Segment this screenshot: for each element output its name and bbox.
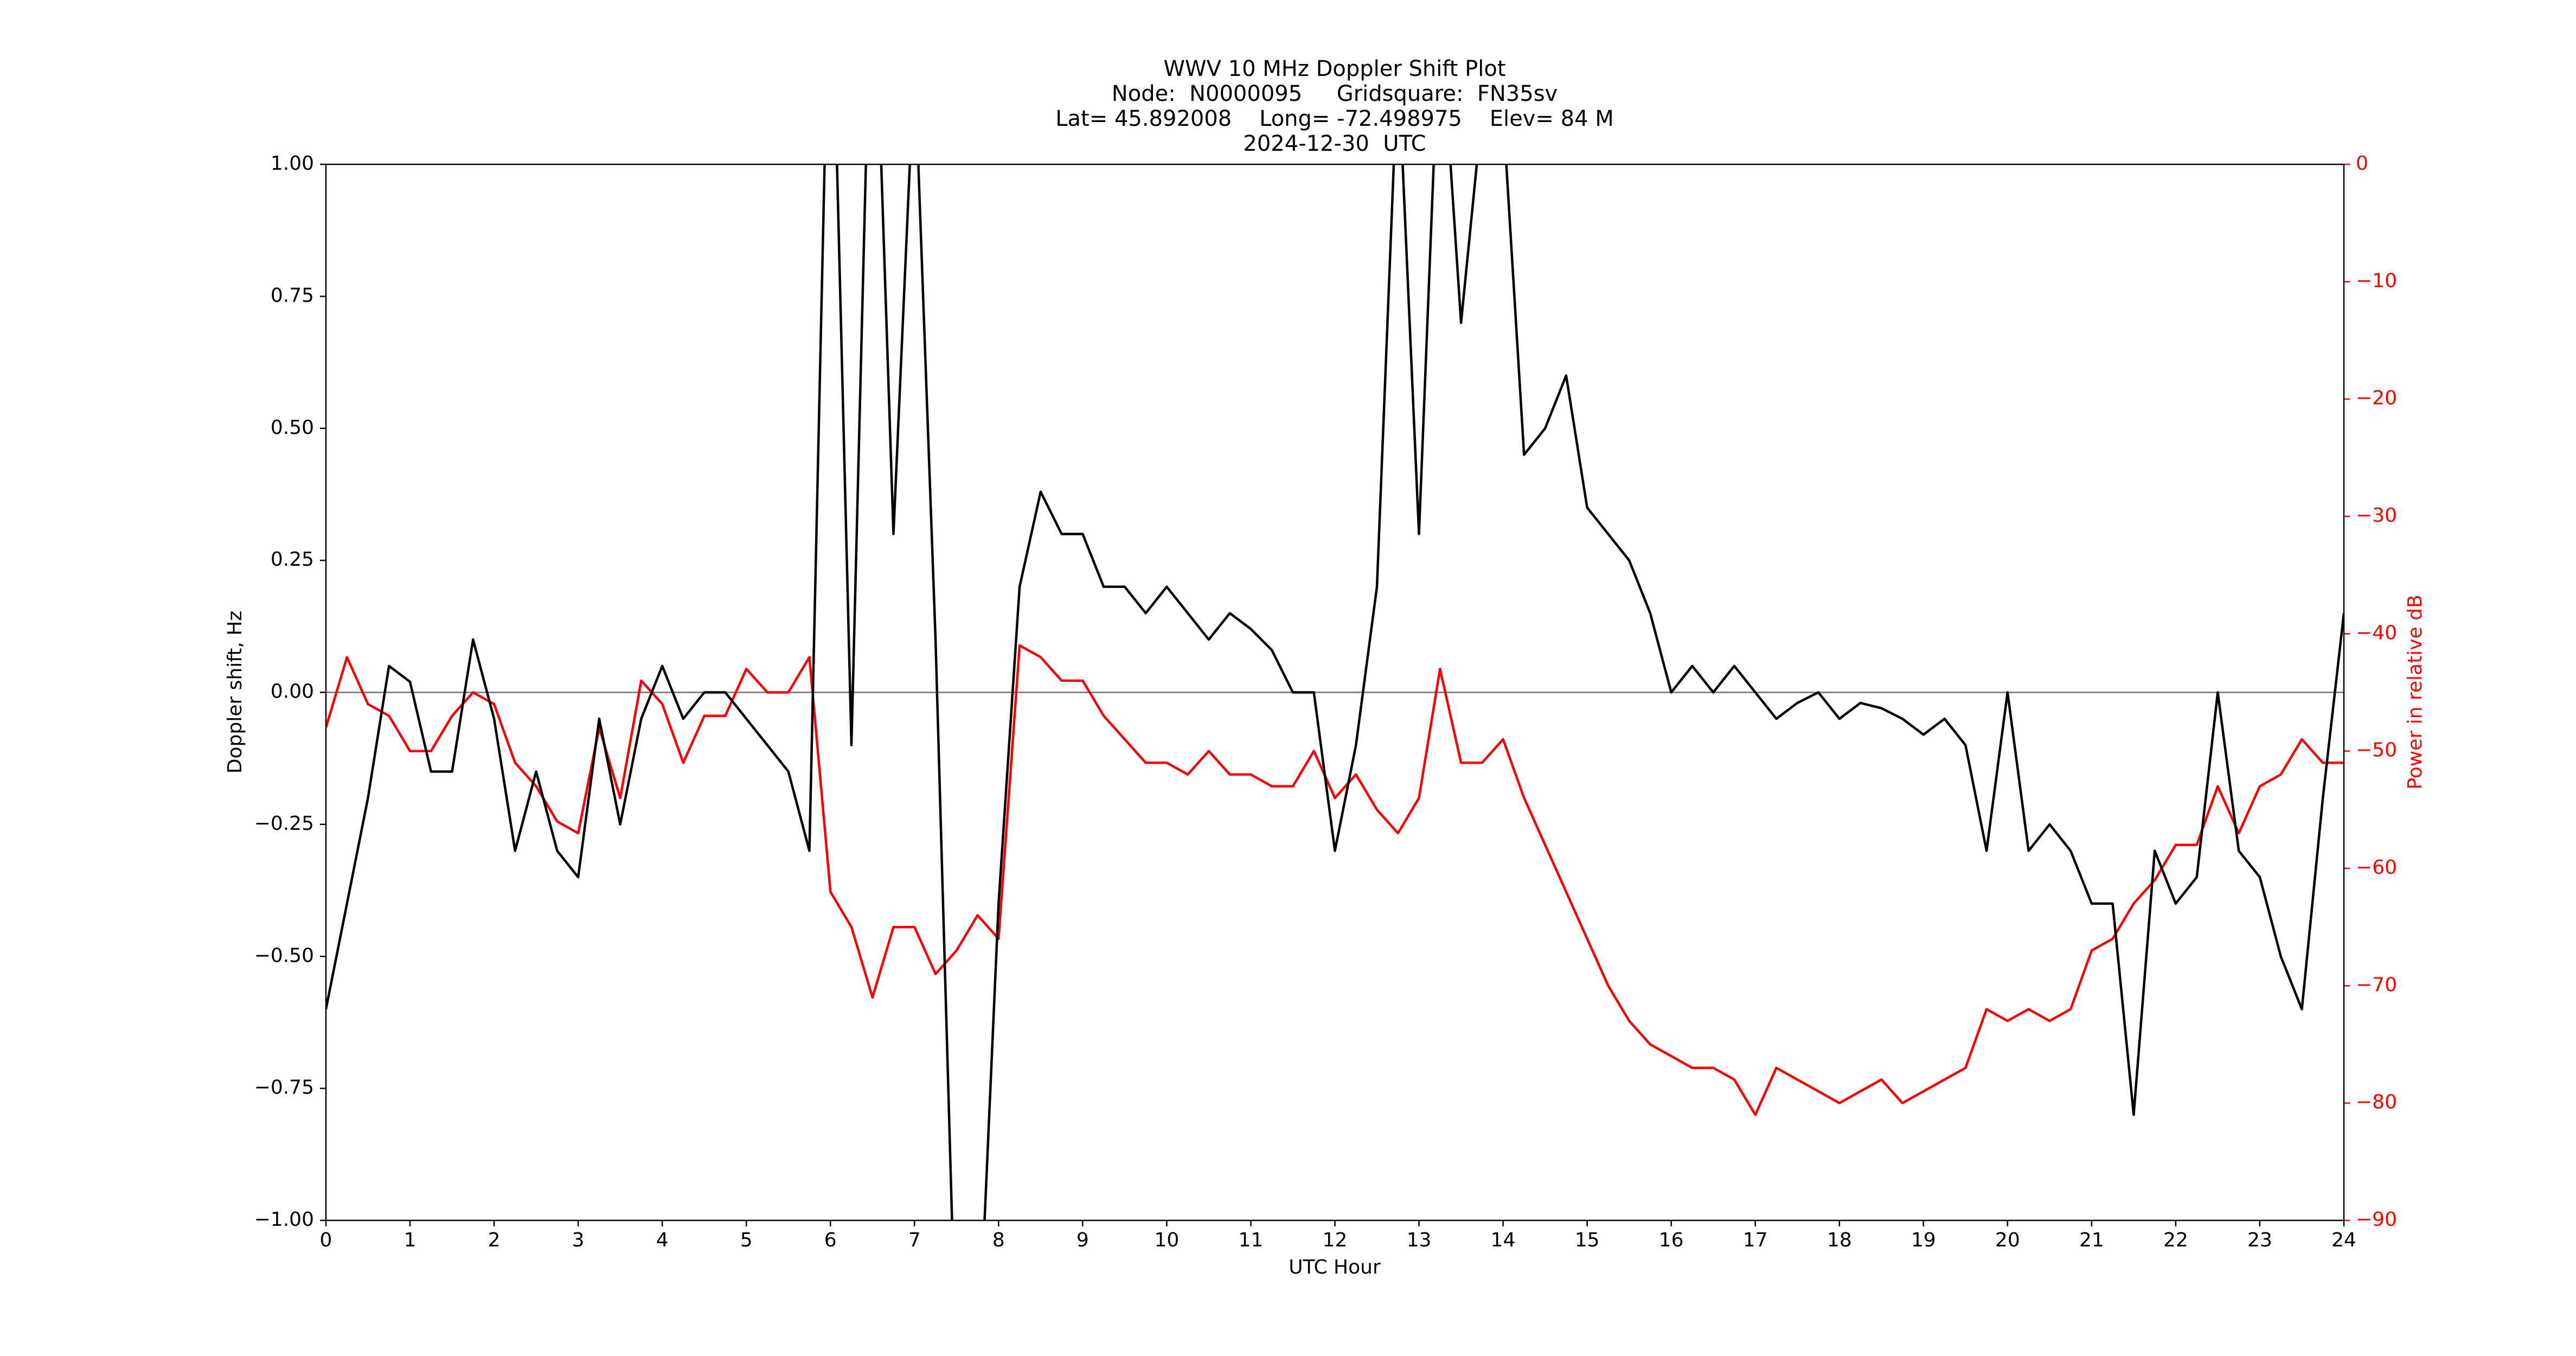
x-tick-label: 5 [740, 1229, 753, 1251]
y-tick-label: −0.75 [254, 1077, 314, 1099]
x-tick-label: 17 [1743, 1229, 1768, 1251]
x-tick-label: 16 [1659, 1229, 1684, 1251]
chart-subtitle: Node: N0000095 Gridsquare: FN35sv [1112, 81, 1558, 106]
y2-tick-label: −70 [2356, 974, 2397, 996]
y-tick-label: −1.00 [254, 1208, 314, 1231]
y-tick-label: 1.00 [271, 152, 314, 175]
y2-tick-label: −40 [2356, 622, 2397, 644]
x-axis-label: UTC Hour [1289, 1256, 1381, 1278]
y2-tick-label: −60 [2356, 856, 2397, 879]
x-tick-label: 14 [1491, 1229, 1516, 1251]
y2-tick-label: −80 [2356, 1091, 2397, 1114]
y2-tick-label: 0 [2356, 152, 2368, 175]
y2-tick-label: −30 [2356, 504, 2397, 527]
x-tick-label: 10 [1155, 1229, 1180, 1251]
y2-tick-label: −20 [2356, 387, 2397, 410]
x-tick-label: 22 [2163, 1229, 2188, 1251]
x-tick-label: 1 [404, 1229, 416, 1251]
chart-subtitle: Lat= 45.892008 Long= -72.498975 Elev= 84… [1055, 106, 1614, 131]
y-tick-label: 0.00 [271, 681, 314, 703]
x-tick-label: 2 [488, 1229, 501, 1251]
y-axis-label: Doppler shift, Hz [224, 611, 246, 773]
x-tick-label: 12 [1323, 1229, 1348, 1251]
x-tick-label: 19 [1911, 1229, 1936, 1251]
x-tick-label: 0 [320, 1229, 332, 1251]
y-tick-label: 0.25 [271, 548, 314, 571]
x-tick-label: 4 [656, 1229, 669, 1251]
x-tick-label: 18 [1827, 1229, 1852, 1251]
y-tick-label: −0.50 [254, 944, 314, 967]
chart-subtitle: 2024-12-30 UTC [1243, 131, 1426, 156]
x-tick-label: 6 [824, 1229, 837, 1251]
x-tick-label: 8 [992, 1229, 1005, 1251]
x-tick-label: 21 [2079, 1229, 2104, 1251]
y2-tick-label: −50 [2356, 739, 2397, 762]
plot-frame [325, 163, 2345, 1221]
y-tick-label: 0.50 [271, 417, 314, 439]
plot-area [326, 164, 2344, 1220]
data-line [326, 164, 2344, 1220]
x-tick-label: 9 [1076, 1229, 1089, 1251]
x-tick-label: 20 [1995, 1229, 2020, 1251]
y2-tick-label: −10 [2356, 270, 2397, 292]
x-tick-label: 23 [2247, 1229, 2272, 1251]
y2-axis-label: Power in relative dB [2404, 594, 2426, 789]
x-tick-label: 15 [1575, 1229, 1600, 1251]
x-tick-label: 11 [1239, 1229, 1264, 1251]
x-tick-label: 3 [572, 1229, 585, 1251]
y-tick-label: −0.25 [254, 813, 314, 835]
x-tick-label: 24 [2331, 1229, 2356, 1251]
data-line [326, 644, 2344, 1116]
chart-title: WWV 10 MHz Doppler Shift Plot [1163, 56, 1505, 81]
y2-tick-label: −90 [2356, 1208, 2397, 1231]
x-tick-label: 7 [908, 1229, 921, 1251]
x-tick-label: 13 [1407, 1229, 1432, 1251]
y-tick-label: 0.75 [271, 284, 314, 306]
